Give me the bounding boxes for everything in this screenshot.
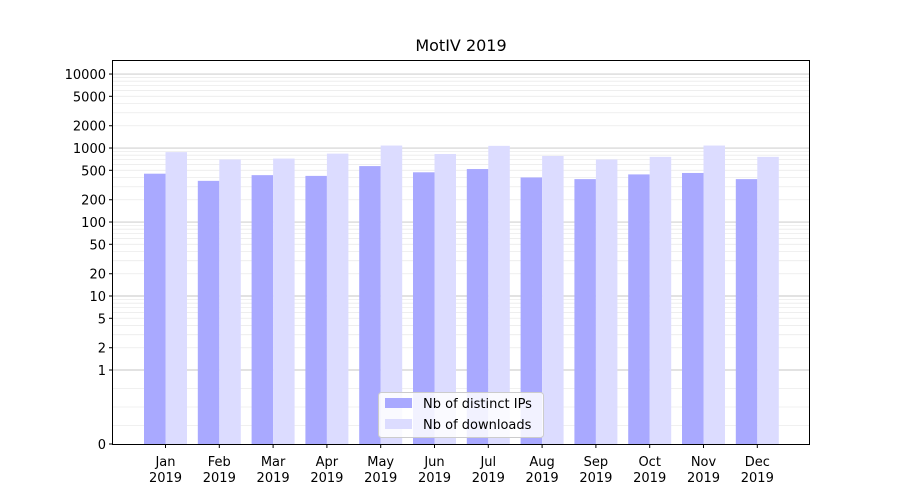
legend-label: Nb of downloads xyxy=(423,418,532,433)
x-tick-label-year: 2019 xyxy=(149,471,182,486)
bar-distinct-ips xyxy=(466,169,489,444)
bar-distinct-ips xyxy=(144,173,166,445)
y-tick-label: 5000 xyxy=(73,90,106,105)
bar-downloads xyxy=(542,156,564,444)
x-tick-label-month: Sep xyxy=(584,455,609,470)
bar-downloads xyxy=(757,156,779,445)
legend-swatch xyxy=(385,398,412,408)
plot-frame xyxy=(112,60,810,445)
y-tick-label: 20 xyxy=(89,268,106,283)
bar-distinct-ips xyxy=(251,175,274,444)
bars xyxy=(144,145,779,445)
y-tick-label: 200 xyxy=(81,194,106,209)
x-tick-label-month: Apr xyxy=(316,455,339,470)
bar-downloads xyxy=(380,145,403,445)
x-tick-label-year: 2019 xyxy=(633,471,666,486)
x-tick-label-year: 2019 xyxy=(364,471,397,486)
bar-distinct-ips xyxy=(628,174,650,445)
bar-downloads xyxy=(273,158,295,444)
x-tick-label-month: Jan xyxy=(154,455,175,470)
legend: Nb of distinct IPs Nb of downloads xyxy=(378,392,544,438)
y-tick-label: 10000 xyxy=(65,68,106,83)
bar-distinct-ips xyxy=(413,172,435,445)
bar-downloads xyxy=(703,145,725,445)
bar-distinct-ips xyxy=(305,175,327,445)
x-axis: Jan2019Feb2019Mar2019Apr2019May2019Jun20… xyxy=(149,444,774,486)
x-tick-label-month: Jun xyxy=(423,455,444,470)
x-tick-label-month: Mar xyxy=(261,455,286,470)
x-tick-label-year: 2019 xyxy=(579,471,612,486)
bar-distinct-ips xyxy=(682,172,704,445)
legend-swatch xyxy=(385,419,412,429)
bar-distinct-ips xyxy=(197,180,220,445)
y-tick-label: 1 xyxy=(98,364,106,379)
y-tick-label: 100 xyxy=(81,216,106,231)
bar-distinct-ips xyxy=(359,166,381,444)
bar-downloads xyxy=(434,154,456,444)
chart-title: MotIV 2019 xyxy=(415,36,506,55)
y-axis: 0 1 2 5 10 20 50 100 200 500 1000 2000 5000 10000 xyxy=(65,68,113,453)
y-tick-label: 1000 xyxy=(73,142,106,157)
x-tick-label-year: 2019 xyxy=(472,471,505,486)
x-tick-label-year: 2019 xyxy=(687,471,720,486)
x-tick-label-year: 2019 xyxy=(741,471,774,486)
bar-downloads xyxy=(649,156,672,445)
y-tick-label: 2 xyxy=(98,342,106,357)
x-tick-label-month: May xyxy=(367,455,394,470)
legend-label: Nb of distinct IPs xyxy=(423,397,532,412)
y-tick-label: 500 xyxy=(81,164,106,179)
bar-distinct-ips xyxy=(574,179,596,444)
bar-downloads xyxy=(595,159,618,444)
x-tick-label-year: 2019 xyxy=(310,471,343,486)
x-tick-label-month: Oct xyxy=(638,455,660,470)
x-tick-label-month: Aug xyxy=(529,455,554,470)
x-tick-label-month: Jul xyxy=(479,455,496,470)
y-tick-label: 10 xyxy=(89,290,106,305)
y-tick-label: 2000 xyxy=(73,120,106,135)
x-tick-label-month: Nov xyxy=(691,455,717,470)
legend-box xyxy=(378,392,544,438)
x-tick-label-year: 2019 xyxy=(257,471,290,486)
bar-distinct-ips xyxy=(520,177,543,444)
y-tick-label: 50 xyxy=(89,238,106,253)
bar-downloads xyxy=(326,153,349,444)
x-tick-label-year: 2019 xyxy=(526,471,559,486)
x-tick-label-year: 2019 xyxy=(418,471,451,486)
bar-distinct-ips xyxy=(735,179,758,444)
bar-downloads xyxy=(488,145,510,444)
x-tick-label-year: 2019 xyxy=(203,471,236,486)
x-tick-label-month: Dec xyxy=(745,455,770,470)
bar-downloads xyxy=(219,159,241,444)
y-tick-label: 0 xyxy=(98,438,106,453)
bar-downloads xyxy=(165,152,187,444)
y-tick-label: 5 xyxy=(98,312,106,327)
x-tick-label-month: Feb xyxy=(208,455,231,470)
